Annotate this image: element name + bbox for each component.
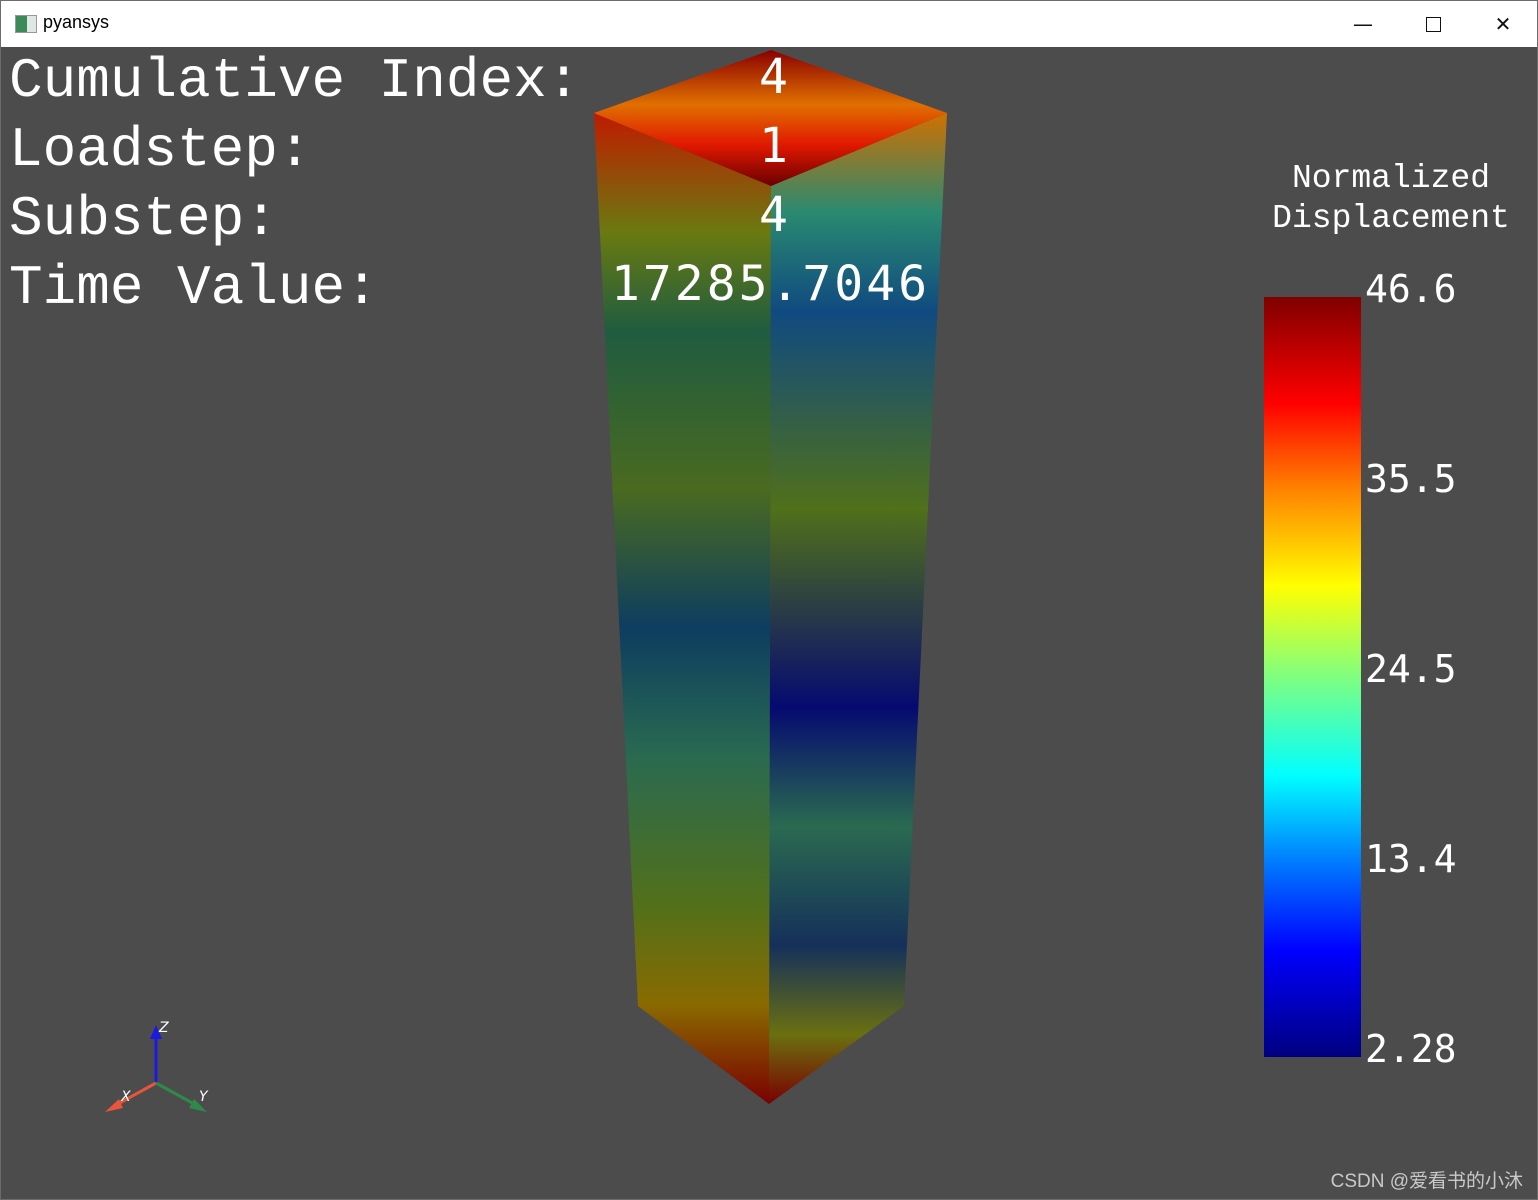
scalar-bar	[1264, 297, 1361, 1057]
mesh-render: Z X Y	[105, 50, 947, 1112]
render-viewport[interactable]: Z X Y Cumulative Index: Loadstep: Subste…	[1, 47, 1537, 1199]
cumulative-index-label: Cumulative Index:	[9, 49, 581, 113]
scalar-bar-label: 2.28	[1365, 1027, 1457, 1071]
scalar-bar-label: 13.4	[1365, 837, 1457, 881]
scalar-bar-label: 24.5	[1365, 647, 1457, 691]
scalar-bar-label: 35.5	[1365, 457, 1457, 501]
title-bar[interactable]: pyansys — ✕	[1, 1, 1537, 47]
loadstep-label: Loadstep:	[9, 118, 312, 182]
maximize-icon	[1425, 16, 1441, 32]
scalar-bar-title-line1: Normalized	[1291, 160, 1491, 197]
watermark: CSDN @爱看书的小沐	[1330, 1171, 1523, 1192]
time-value: 17285.7046	[611, 256, 930, 312]
minimize-icon: —	[1353, 12, 1373, 36]
cumulative-index-value: 4	[759, 49, 788, 105]
substep-label: Substep:	[9, 187, 278, 251]
axis-y-label: Y	[199, 1089, 209, 1105]
column-left-face	[594, 113, 771, 1104]
axis-x-label: X	[120, 1089, 131, 1105]
column-top-face	[594, 50, 947, 186]
window-title: pyansys	[43, 12, 110, 32]
minimize-button[interactable]: —	[1328, 1, 1398, 47]
time-value-label: Time Value:	[9, 256, 379, 320]
close-button[interactable]: ✕	[1468, 1, 1538, 47]
axis-z-label: Z	[158, 1020, 169, 1036]
scalar-bar-label: 46.6	[1365, 267, 1457, 311]
maximize-button[interactable]	[1398, 1, 1468, 47]
scalar-bar-title: Normalized Displacement	[1251, 159, 1531, 239]
axes-widget: Z X Y	[105, 1020, 209, 1112]
loadstep-value: 1	[759, 118, 788, 174]
scalar-bar-title-line2: Displacement	[1272, 200, 1510, 237]
column-right-face	[769, 113, 947, 1104]
close-icon: ✕	[1494, 12, 1512, 36]
app-icon	[15, 15, 37, 33]
substep-value: 4	[759, 187, 788, 243]
